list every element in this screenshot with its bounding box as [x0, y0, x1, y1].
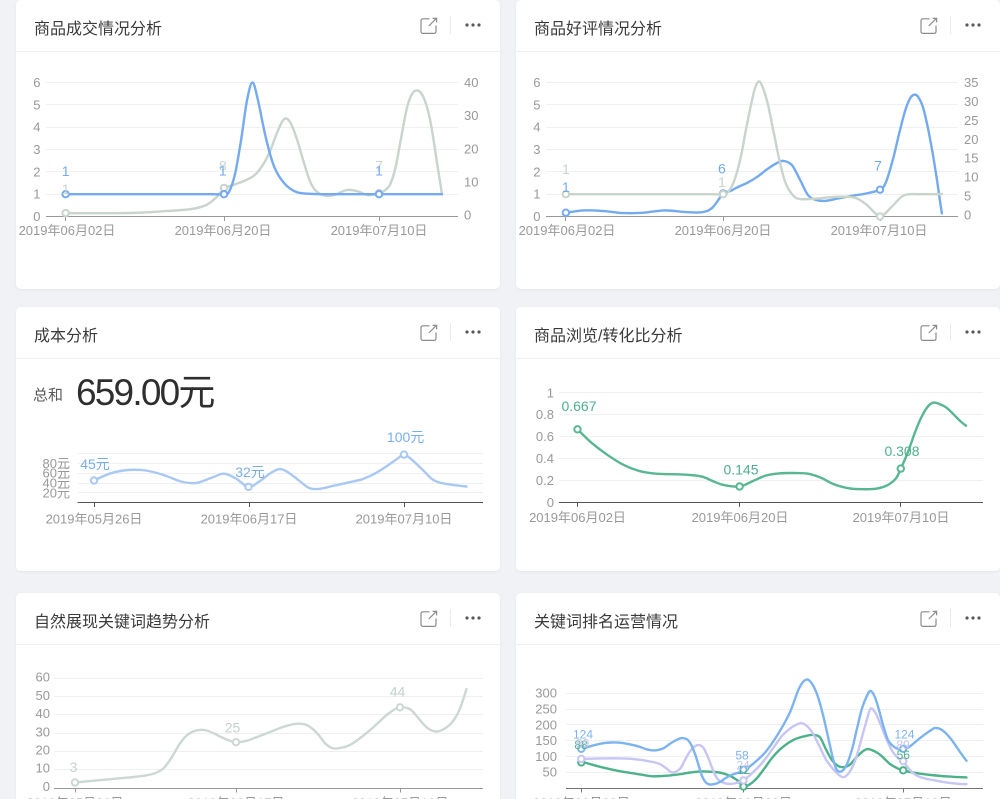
svg-text:10: 10 — [964, 170, 978, 185]
svg-text:89: 89 — [576, 736, 590, 750]
svg-text:2019年07月10日: 2019年07月10日 — [831, 223, 928, 238]
svg-text:2019年06月20日: 2019年06月20日 — [675, 223, 772, 238]
svg-text:0.6: 0.6 — [536, 429, 554, 444]
svg-text:2019年06月20日: 2019年06月20日 — [695, 796, 792, 799]
svg-text:35: 35 — [964, 75, 978, 90]
svg-text:124: 124 — [894, 727, 914, 741]
svg-text:2019年07月10日: 2019年07月10日 — [352, 796, 449, 799]
svg-text:8: 8 — [219, 158, 227, 174]
svg-text:2019年06月20日: 2019年06月20日 — [175, 223, 272, 238]
svg-text:1: 1 — [62, 163, 70, 179]
svg-text:5: 5 — [964, 189, 971, 204]
svg-text:0: 0 — [533, 209, 540, 224]
svg-text:2019年06月02日: 2019年06月02日 — [19, 223, 116, 238]
svg-text:0: 0 — [43, 779, 50, 794]
svg-text:25: 25 — [225, 720, 241, 736]
svg-text:150: 150 — [535, 733, 557, 748]
svg-text:1: 1 — [533, 187, 540, 202]
svg-text:1: 1 — [375, 163, 383, 179]
svg-text:60元: 60元 — [43, 466, 70, 481]
svg-text:2019年07月10日: 2019年07月10日 — [853, 510, 950, 525]
svg-text:15: 15 — [964, 151, 978, 166]
svg-text:2019年05月26日: 2019年05月26日 — [27, 796, 124, 799]
svg-text:24: 24 — [736, 758, 750, 772]
svg-text:0.667: 0.667 — [561, 398, 596, 414]
svg-text:5: 5 — [533, 97, 540, 112]
svg-text:3: 3 — [33, 142, 40, 157]
svg-text:300: 300 — [535, 686, 557, 701]
svg-text:2019年06月17日: 2019年06月17日 — [201, 512, 298, 527]
svg-text:0: 0 — [33, 209, 40, 224]
svg-text:60: 60 — [36, 670, 50, 685]
svg-text:2019年05月26日: 2019年05月26日 — [46, 512, 143, 527]
svg-text:2019年06月02日: 2019年06月02日 — [533, 796, 630, 799]
svg-text:20: 20 — [464, 141, 478, 156]
svg-text:4: 4 — [533, 120, 540, 135]
svg-text:2019年06月02日: 2019年06月02日 — [529, 510, 626, 525]
svg-text:0.8: 0.8 — [536, 407, 554, 422]
svg-text:80元: 80元 — [43, 456, 70, 471]
svg-text:4: 4 — [33, 120, 40, 135]
svg-text:1: 1 — [33, 187, 40, 202]
svg-text:2019年06月02日: 2019年06月02日 — [519, 223, 616, 238]
svg-text:124: 124 — [573, 727, 593, 741]
svg-text:45元: 45元 — [80, 456, 110, 472]
svg-text:2019年07月10日: 2019年07月10日 — [356, 512, 453, 527]
svg-text:0: 0 — [547, 495, 554, 510]
svg-text:7: 7 — [375, 158, 383, 174]
svg-text:1: 1 — [547, 385, 554, 400]
svg-text:30: 30 — [464, 108, 478, 123]
svg-text:10: 10 — [36, 761, 50, 776]
svg-text:0: 0 — [464, 207, 471, 222]
svg-text:89: 89 — [896, 738, 910, 752]
svg-text:5: 5 — [33, 97, 40, 112]
svg-text:2: 2 — [533, 164, 540, 179]
svg-text:3: 3 — [70, 759, 78, 775]
svg-text:88: 88 — [574, 738, 588, 752]
svg-text:40元: 40元 — [43, 476, 70, 491]
svg-text:30: 30 — [964, 94, 978, 109]
svg-text:50: 50 — [36, 688, 50, 703]
svg-text:40: 40 — [464, 75, 478, 90]
svg-text:6: 6 — [718, 161, 726, 177]
svg-text:3: 3 — [533, 142, 540, 157]
svg-text:0.145: 0.145 — [723, 462, 758, 478]
svg-text:50: 50 — [543, 765, 557, 780]
svg-text:30: 30 — [36, 724, 50, 739]
svg-text:7: 7 — [874, 158, 882, 174]
svg-text:32元: 32元 — [235, 464, 265, 480]
svg-text:56: 56 — [897, 748, 911, 762]
svg-text:2019年07月10日: 2019年07月10日 — [331, 223, 428, 238]
svg-text:6: 6 — [33, 75, 40, 90]
svg-text:10: 10 — [464, 174, 478, 189]
svg-text:25: 25 — [964, 113, 978, 128]
svg-text:1: 1 — [562, 179, 570, 195]
svg-text:0: 0 — [964, 207, 971, 222]
svg-text:1: 1 — [219, 163, 227, 179]
svg-text:0.4: 0.4 — [536, 451, 554, 466]
svg-text:0.308: 0.308 — [884, 443, 919, 459]
svg-text:1: 1 — [562, 161, 570, 177]
svg-text:20: 20 — [964, 132, 978, 147]
svg-text:40: 40 — [36, 706, 50, 721]
svg-text:100: 100 — [535, 749, 557, 764]
svg-text:250: 250 — [535, 702, 557, 717]
svg-text:6: 6 — [533, 75, 540, 90]
svg-text:2019年07月10日: 2019年07月10日 — [855, 796, 952, 799]
svg-text:44: 44 — [390, 684, 406, 700]
svg-text:1: 1 — [718, 174, 726, 190]
svg-text:12: 12 — [737, 763, 751, 777]
svg-text:20元: 20元 — [43, 485, 70, 500]
svg-text:2: 2 — [33, 164, 40, 179]
svg-text:0.2: 0.2 — [536, 473, 554, 488]
svg-text:58: 58 — [735, 748, 749, 762]
svg-text:1: 1 — [62, 181, 70, 197]
svg-text:100元: 100元 — [387, 429, 424, 445]
svg-text:2019年06月20日: 2019年06月20日 — [692, 510, 789, 525]
svg-text:20: 20 — [36, 743, 50, 758]
svg-text:2019年06月17日: 2019年06月17日 — [188, 796, 285, 799]
svg-text:200: 200 — [535, 717, 557, 732]
